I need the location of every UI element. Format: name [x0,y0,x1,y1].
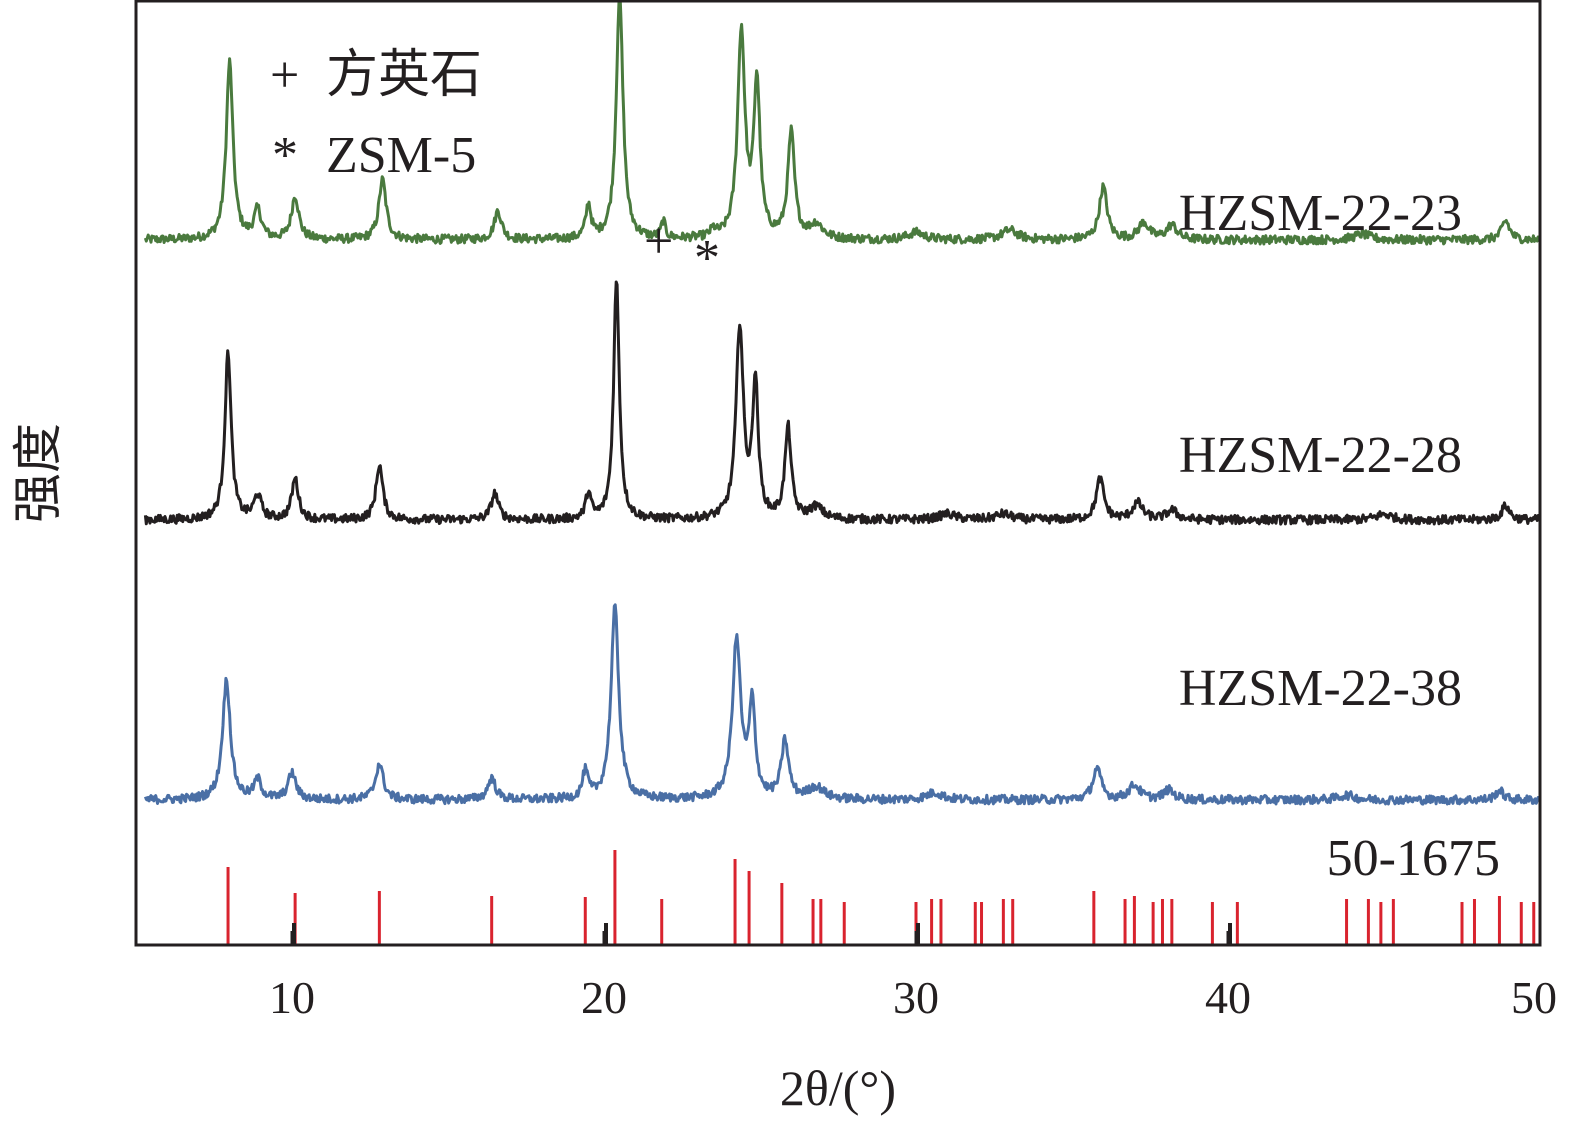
legend-label-cristobalite: 方英石 [326,47,482,104]
annotation-plus: + [644,213,673,270]
series-label-23: HZSM-22-23 [1179,185,1462,242]
plot-frame [134,0,1542,947]
reference-label: 50-1675 [1327,830,1500,887]
series-layer [143,0,1541,806]
legend: + 方英石 * ZSM-5 [270,47,482,184]
legend-label-zsm5: ZSM-5 [326,127,476,184]
x-axis-title: 2θ/(°) [780,1060,896,1116]
x-tick-label-10: 10 [269,972,315,1023]
x-axis: 10 20 30 40 50 [269,931,1557,1023]
series-line-hzsm-22-28 [143,280,1541,526]
annotation-star: * [694,230,720,287]
series-label-28: HZSM-22-28 [1179,427,1462,484]
series-line-hzsm-22-23 [143,0,1541,246]
series-line-hzsm-22-38 [143,603,1541,806]
x-tick-label-50: 50 [1511,972,1557,1023]
series-label-38: HZSM-22-38 [1179,660,1462,717]
x-tick-label-40: 40 [1205,972,1251,1023]
x-tick-label-20: 20 [581,972,627,1023]
legend-symbol-plus: + [270,47,299,104]
y-axis-title: 强度 [10,423,66,523]
reference-pattern [226,850,1536,945]
legend-symbol-star: * [272,127,298,184]
x-tick-label-30: 30 [893,972,939,1023]
